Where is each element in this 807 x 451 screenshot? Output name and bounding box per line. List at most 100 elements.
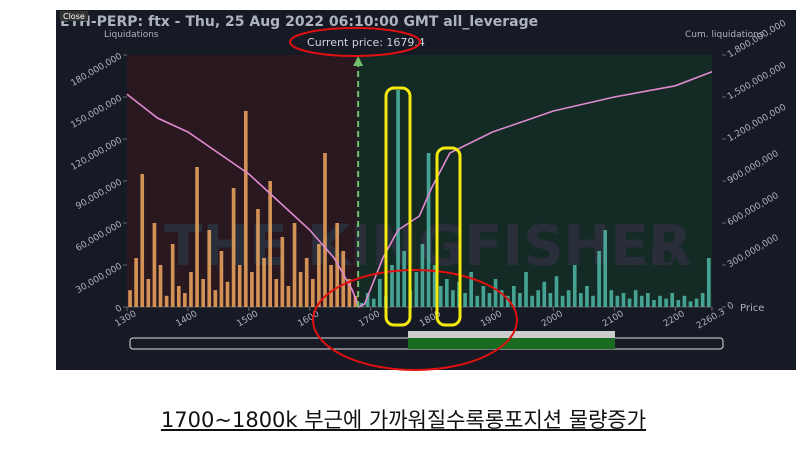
bar — [694, 298, 699, 307]
bar — [201, 279, 205, 307]
bar — [347, 279, 352, 307]
current-price-label: Current price: 1679.4 — [307, 36, 425, 49]
bar — [396, 90, 400, 307]
bar — [469, 272, 474, 307]
bar — [158, 265, 163, 307]
bar — [572, 265, 577, 307]
bar — [432, 265, 437, 307]
bar — [566, 290, 571, 307]
bar — [627, 298, 632, 307]
bar — [609, 290, 614, 307]
bar — [560, 295, 565, 307]
bar — [365, 293, 370, 307]
range-selection[interactable] — [408, 338, 615, 349]
close-label[interactable]: Close — [63, 12, 85, 21]
bar — [542, 281, 547, 307]
bar — [268, 181, 272, 307]
short-zone — [358, 55, 712, 307]
bar — [225, 281, 230, 307]
highlight-box — [384, 86, 412, 327]
bar — [438, 286, 443, 307]
bar — [189, 272, 193, 307]
bar — [475, 295, 480, 307]
bar — [585, 286, 589, 307]
bar — [536, 290, 541, 307]
bar — [310, 279, 315, 307]
bar — [597, 251, 601, 307]
bar — [304, 258, 309, 307]
bar — [499, 290, 504, 307]
bar — [426, 153, 431, 307]
bar — [262, 258, 266, 307]
bar — [280, 237, 285, 307]
bar — [152, 223, 157, 307]
bar — [128, 290, 132, 307]
bar — [195, 167, 199, 307]
bar — [329, 265, 333, 307]
bar — [323, 153, 327, 307]
current-price-arrow — [353, 56, 364, 66]
bar — [353, 295, 358, 307]
bar — [530, 295, 534, 307]
bar — [664, 298, 668, 307]
y2-axis-label: Cum. liquidations — [685, 30, 764, 40]
bar — [402, 251, 407, 307]
bar — [292, 223, 297, 307]
bar — [615, 295, 620, 307]
bar — [548, 293, 553, 307]
bar — [231, 188, 236, 307]
bar — [371, 298, 376, 307]
bar — [444, 279, 449, 307]
caption: 1700~1800k 부근에 가까워질수록롱포지션 물량증가 — [160, 408, 647, 432]
bar — [335, 223, 339, 307]
bar — [646, 293, 650, 307]
bar — [420, 244, 425, 307]
bar — [463, 293, 467, 307]
bar — [524, 272, 528, 307]
bar — [243, 111, 248, 307]
bar — [250, 272, 254, 307]
bar — [207, 230, 212, 307]
highlight-ellipse — [312, 269, 518, 371]
highlight-box — [435, 146, 462, 327]
bar — [134, 258, 138, 307]
bar — [700, 293, 705, 307]
bar — [176, 286, 181, 307]
bar — [487, 293, 492, 307]
close-button[interactable] — [60, 11, 88, 21]
bar — [512, 286, 516, 307]
bar — [518, 293, 522, 307]
chart-title: ETH-PERP: ftx - Thu, 25 Aug 2022 06:10:0… — [60, 14, 538, 30]
bar — [621, 293, 626, 307]
bar — [688, 301, 693, 307]
bar — [213, 290, 218, 307]
bar — [237, 265, 242, 307]
bar — [286, 286, 291, 307]
bar — [341, 251, 346, 307]
bar — [317, 244, 321, 307]
highlight-ellipse — [289, 27, 421, 57]
y-axis-label: Liquidations — [104, 30, 159, 40]
bar — [658, 295, 662, 307]
bar — [579, 293, 583, 307]
y2-tick-label: 0 — [726, 301, 736, 313]
bar — [256, 209, 260, 307]
bar — [682, 295, 687, 307]
bar — [554, 276, 559, 307]
bar — [140, 174, 145, 307]
bar — [706, 258, 711, 307]
bar — [676, 300, 681, 307]
bar — [603, 230, 608, 307]
bar — [481, 286, 486, 307]
bar — [274, 279, 279, 307]
bar — [183, 293, 187, 307]
bar — [493, 279, 498, 307]
bar — [298, 272, 303, 307]
bar — [505, 295, 510, 307]
x-axis-label: Price — [740, 303, 764, 314]
bar — [414, 272, 419, 307]
cum-line — [126, 71, 713, 309]
bar — [390, 265, 394, 307]
